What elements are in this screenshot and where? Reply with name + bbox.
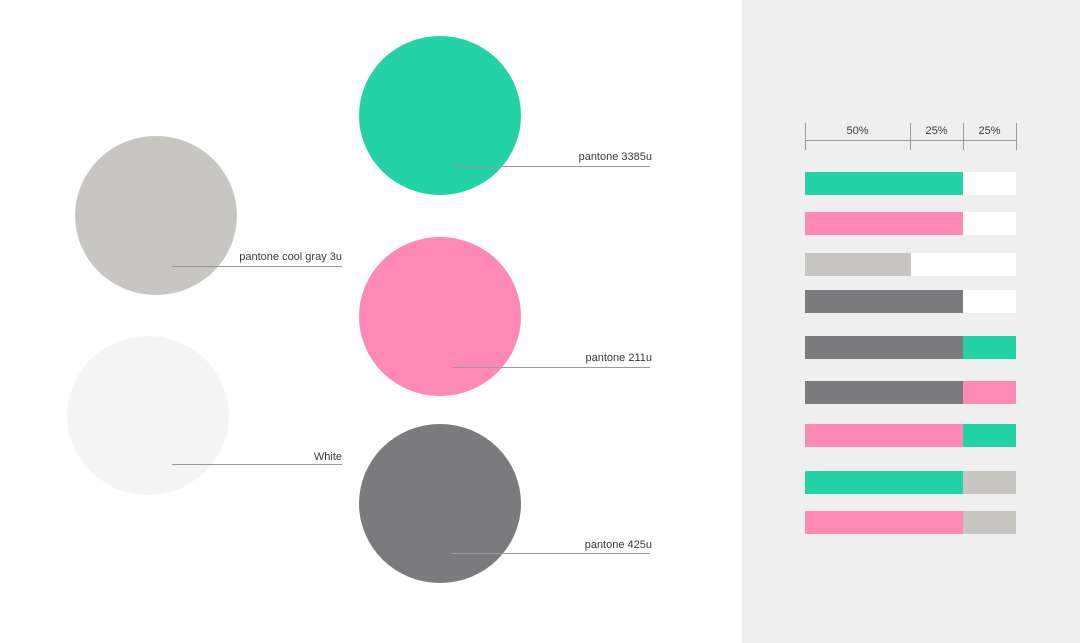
proportion-bar: [805, 471, 1016, 494]
proportion-bar-segment: [963, 511, 1016, 534]
swatch-pantone-3385u: [359, 36, 521, 195]
proportion-bar: [805, 172, 1016, 195]
proportion-bar-segment: [805, 290, 964, 313]
header-baseline: [805, 140, 1017, 141]
proportion-bar: [805, 290, 1016, 313]
swatch-white: [67, 336, 229, 495]
proportion-bar-segment: [805, 253, 911, 276]
swatch-label-pantone-425u: pantone 425u: [584, 539, 652, 551]
header-tick: [805, 123, 806, 150]
leader-line: [172, 464, 342, 465]
proportion-bar-segment: [963, 336, 1016, 359]
swatch-label-pantone-cool-gray-3u: pantone cool gray 3u: [239, 251, 342, 263]
proportion-bar: [805, 511, 1016, 534]
proportion-bar-segment: [805, 336, 964, 359]
proportion-bar-segment: [963, 381, 1016, 404]
proportion-bar-segment: [805, 471, 964, 494]
proportion-bar-segment: [805, 212, 964, 235]
proportion-bar-segment: [805, 424, 964, 447]
proportion-bar: [805, 212, 1016, 235]
proportion-bar-segment: [805, 381, 964, 404]
swatch-pantone-211u: [359, 237, 521, 396]
proportion-bar-segment: [910, 253, 1016, 276]
leader-line: [452, 553, 650, 554]
leader-line: [452, 367, 650, 368]
swatch-pantone-425u: [359, 424, 521, 583]
proportion-bar-segment: [963, 172, 1016, 195]
proportion-bar: [805, 424, 1016, 447]
header-tick: [910, 123, 911, 150]
swatch-label-white: White: [313, 451, 342, 463]
proportion-bar-segment: [805, 511, 964, 534]
proportion-bar: [805, 253, 1016, 276]
header-tick: [1016, 123, 1017, 150]
proportion-bar-segment: [963, 471, 1016, 494]
proportion-bar-segment: [963, 212, 1016, 235]
leader-line: [172, 266, 342, 267]
header-label-25a: 25%: [925, 125, 948, 137]
proportion-bar: [805, 381, 1016, 404]
proportion-panel: [742, 0, 1080, 643]
proportion-bar: [805, 336, 1016, 359]
proportion-bar-segment: [963, 424, 1016, 447]
proportion-bar-segment: [805, 172, 964, 195]
header-tick: [963, 123, 964, 150]
swatch-label-pantone-211u: pantone 211u: [585, 352, 652, 364]
swatch-label-pantone-3385u: pantone 3385u: [578, 151, 652, 163]
header-label-25b: 25%: [978, 125, 1001, 137]
header-label-50: 50%: [846, 125, 869, 137]
swatch-pantone-cool-gray-3u: [75, 136, 237, 295]
leader-line: [452, 166, 650, 167]
proportion-bar-segment: [963, 290, 1016, 313]
